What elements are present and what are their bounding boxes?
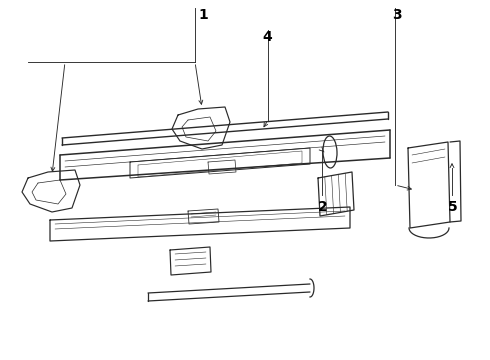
Text: 1: 1 bbox=[198, 8, 208, 22]
Text: 3: 3 bbox=[392, 8, 402, 22]
Text: 4: 4 bbox=[262, 30, 272, 44]
Text: 2: 2 bbox=[318, 200, 328, 214]
Text: 5: 5 bbox=[448, 200, 458, 214]
